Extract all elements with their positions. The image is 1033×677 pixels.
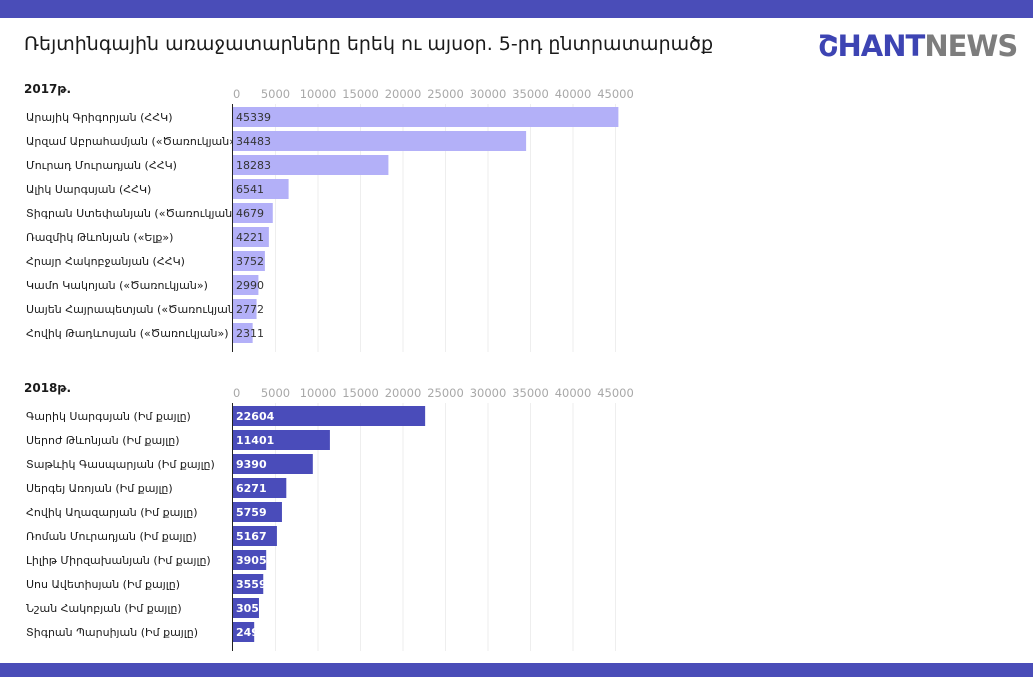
chart-2018-category-label: Գարիկ Սարգսյան (Իմ քայլը)	[26, 410, 191, 423]
chart-2018-bar	[233, 454, 313, 474]
chart-2018-tick-label: 25000	[427, 386, 464, 400]
chart-2018-tick-label: 20000	[385, 386, 422, 400]
chart-2017-value-label: 2772	[236, 303, 264, 316]
chart-2018-tick-label: 0	[233, 386, 240, 400]
chart-2018-category-label: Տաթևիկ Գասպարյան (Իմ քայլը)	[26, 458, 215, 471]
chart-2018-tick-label: 5000	[261, 386, 290, 400]
chart-2017-bar	[233, 107, 619, 127]
chart-2018-category-label: Լիլիթ Միրզախանյան (Իմ քայլը)	[26, 554, 211, 567]
chart-2017-tick-label: 20000	[385, 87, 422, 101]
chart-2017-category-label: Հովիկ Թադևոսյան («Ծառուկյան»)	[26, 327, 229, 340]
chart-2018-value-label: 22604	[236, 410, 275, 423]
chart-2017-bar	[233, 323, 253, 343]
chart-2018: 2018թ. 0 5000 10000 15000 20000 25000 30000 350…	[0, 381, 1033, 661]
chart-2017-category-label: Հրայր Հակոբջանյան (ՀՀԿ)	[26, 255, 185, 268]
logo-part-1: ՇHANT	[818, 29, 925, 63]
chart-2018-value-label: 3056	[236, 602, 267, 615]
chart-2017-value-label: 4221	[236, 231, 264, 244]
chart-2017-category-label: Ռազմիկ Թևոնյան («Ելք»)	[26, 231, 173, 244]
chart-2018-value-label: 5167	[236, 530, 267, 543]
chart-2017-tick-label: 25000	[427, 87, 464, 101]
chart-2017-tick-label: 45000	[597, 87, 634, 101]
chart-2018-tick-label: 45000	[597, 386, 634, 400]
chart-2018-value-label: 2493	[236, 626, 267, 639]
shantnews-logo: ՇHANTNEWS	[818, 29, 1018, 63]
chart-2017-category-label: Տիգրան Ստեփանյան («Ծառուկյան»)	[26, 207, 243, 220]
chart-2017-value-label: 45339	[236, 111, 271, 124]
chart-2018-category-label: Սերգեյ Առոյան (Իմ քայլը)	[26, 482, 173, 495]
chart-2018-value-label: 3905	[236, 554, 267, 567]
chart-2018-tick-label: 10000	[300, 386, 337, 400]
chart-2018-bar	[233, 574, 264, 594]
chart-2018-bar	[233, 406, 426, 426]
chart-2017-year-label: 2017թ.	[24, 82, 72, 96]
chart-2017-tick-label: 0	[233, 87, 240, 101]
chart-2017-bar	[233, 227, 269, 247]
chart-2018-bar	[233, 430, 330, 450]
chart-2017-value-label: 3752	[236, 255, 264, 268]
chart-2018-bar	[233, 550, 267, 570]
page-title: Ռեյտինգային առաջատարները երեկ ու այսօր. …	[24, 33, 714, 55]
chart-2018-bar	[233, 502, 282, 522]
chart-2018-category-label: Հովիկ Աղազարյան (Իմ քայլը)	[26, 506, 198, 519]
chart-2018-value-label: 9390	[236, 458, 267, 471]
top-band	[0, 0, 1033, 18]
chart-2018-svg: 0 5000 10000 15000 20000 25000 30000 35000 40000…	[26, 386, 634, 651]
chart-2017-bar	[233, 299, 257, 319]
chart-2017-bar	[233, 179, 289, 199]
chart-2017-tick-label: 30000	[470, 87, 507, 101]
logo-part-2: NEWS	[924, 29, 1018, 63]
chart-2018-category-label: Սոս Ավետիսյան (Իմ քայլը)	[26, 578, 180, 591]
chart-2017-category-label: Ալիկ Սարգսյան (ՀՀԿ)	[26, 183, 151, 196]
chart-2017-bar	[233, 131, 527, 151]
chart-2017-value-label: 2990	[236, 279, 264, 292]
chart-2017: 2017թ. 0 5000 10000 15000 20000 25000 30000 350…	[0, 82, 1033, 362]
chart-2018-category-label: Սերոժ Թևոնյան (Իմ քայլը)	[26, 434, 180, 447]
chart-2018-bar	[233, 478, 287, 498]
chart-2018-bar	[233, 598, 259, 618]
chart-2017-bar	[233, 251, 265, 271]
chart-2018-tick-label: 30000	[470, 386, 507, 400]
chart-2017-tick-label: 40000	[555, 87, 592, 101]
chart-2017-tick-label: 35000	[512, 87, 549, 101]
chart-2018-tick-label: 15000	[342, 386, 379, 400]
chart-2017-category-label: Կամո Կակոյան («Ծառուկյան»)	[26, 279, 208, 292]
chart-2018-tick-label: 35000	[512, 386, 549, 400]
chart-2017-category-label: Մուրադ Մուրադյան (ՀՀԿ)	[26, 159, 177, 172]
chart-2018-category-label: Ռոման Մուրադյան (Իմ քայլը)	[26, 530, 197, 543]
chart-2018-value-label: 5759	[236, 506, 267, 519]
chart-2017-tick-label: 10000	[300, 87, 337, 101]
chart-2018-year-label: 2018թ.	[24, 381, 72, 395]
bottom-band	[0, 663, 1033, 677]
chart-2017-category-label: Սայեն Հայրապետյան («Ծառուկյան»)	[26, 303, 246, 316]
chart-2018-tick-label: 40000	[555, 386, 592, 400]
chart-2018-value-label: 3559	[236, 578, 267, 591]
chart-2018-category-label: Նշան Հակոբյան (Իմ քայլը)	[26, 602, 182, 615]
chart-2017-svg: 0 5000 10000 15000 20000 25000 30000 35000 40000…	[26, 87, 634, 352]
chart-2018-value-label: 11401	[236, 434, 274, 447]
chart-2017-category-label: Արզամ Աբրահամյան («Ծառուկյան»)	[26, 135, 240, 148]
chart-2017-category-label: Արայիկ Գրիգորյան (ՀՀԿ)	[26, 111, 173, 124]
chart-2017-bar	[233, 203, 273, 223]
chart-2018-value-label: 6271	[236, 482, 267, 495]
chart-2017-bar	[233, 155, 389, 175]
chart-2017-tick-label: 15000	[342, 87, 379, 101]
chart-2018-category-label: Տիգրան Պարսիյան (Իմ քայլը)	[26, 626, 198, 639]
chart-2017-value-label: 18283	[236, 159, 271, 172]
chart-2017-value-label: 6541	[236, 183, 264, 196]
chart-2018-bar	[233, 526, 277, 546]
chart-2018-bar	[233, 622, 255, 642]
chart-2017-bar	[233, 275, 259, 295]
chart-2017-tick-label: 5000	[261, 87, 290, 101]
chart-2017-value-label: 4679	[236, 207, 264, 220]
chart-2017-value-label: 2311	[236, 327, 264, 340]
chart-2017-value-label: 34483	[236, 135, 271, 148]
